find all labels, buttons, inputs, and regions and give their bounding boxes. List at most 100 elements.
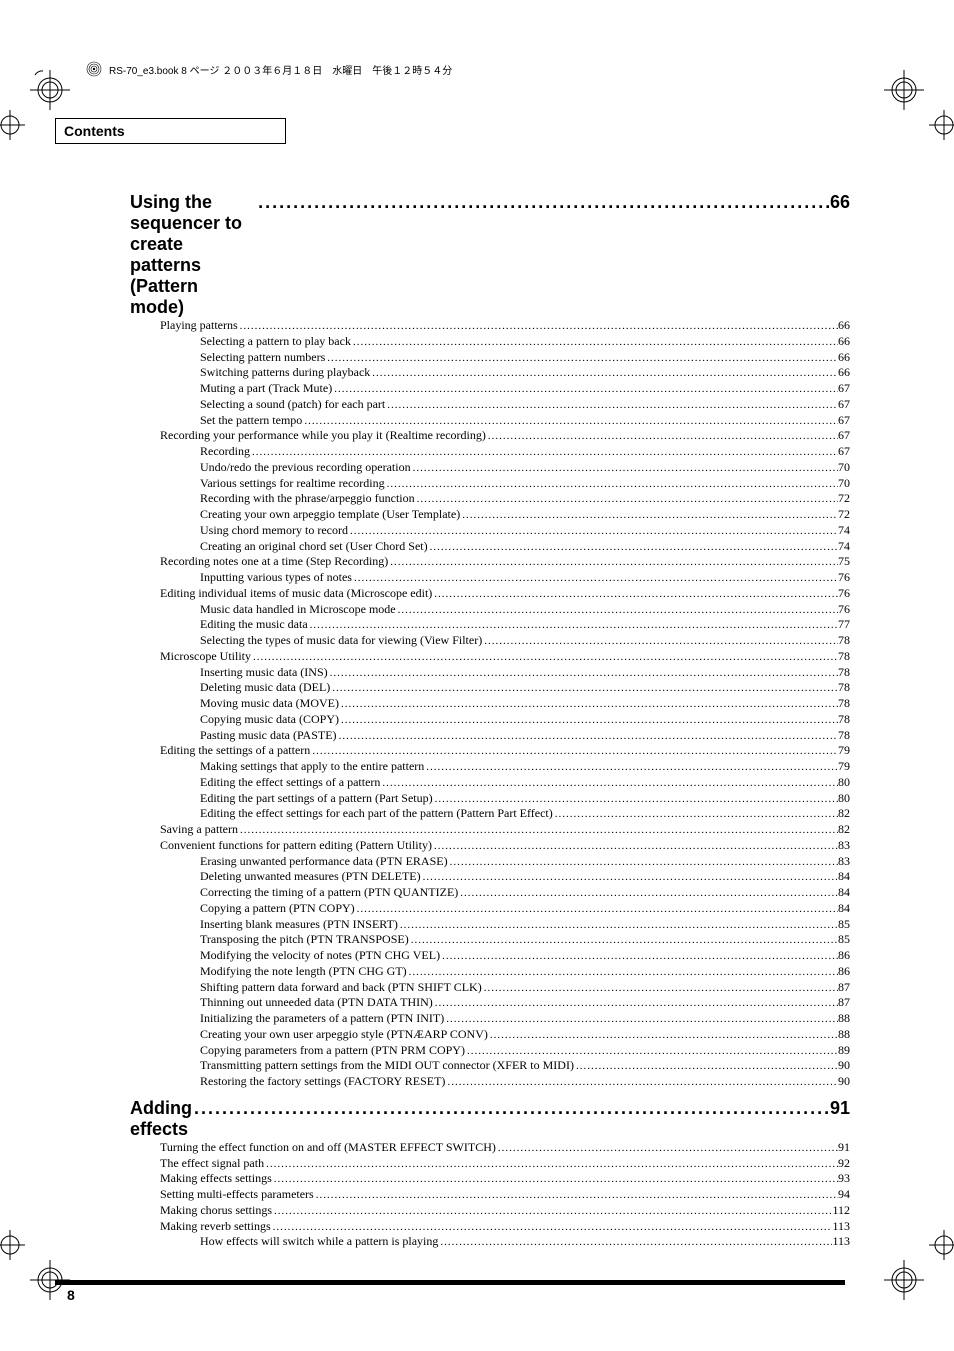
toc-entry: Switching patterns during playback......…	[130, 365, 850, 381]
toc-entry-page: 67	[838, 413, 850, 428]
toc-entry-label: Making reverb settings	[160, 1219, 271, 1234]
toc-entry-dots: ........................................…	[250, 446, 838, 460]
toc-entry-page: 78	[838, 712, 850, 727]
toc-entry-label: Selecting a sound (patch) for each part	[200, 397, 385, 412]
toc-entry: Erasing unwanted performance data (PTN E…	[130, 854, 850, 870]
toc-entry-page: 87	[838, 980, 850, 995]
toc-entry-page: 83	[838, 838, 850, 853]
toc-entry-dots: ........................................…	[411, 462, 838, 476]
section-title: Adding effects..........................…	[130, 1098, 850, 1140]
print-header-text: RS-70_e3.book 8 ページ ２００３年６月１８日 水曜日 午後１２時…	[109, 62, 452, 77]
section-title-page: 66	[830, 192, 850, 213]
toc-entry: Restoring the factory settings (FACTORY …	[130, 1074, 850, 1090]
toc-entry: How effects will switch while a pattern …	[130, 1234, 850, 1250]
toc-entry: Muting a part (Track Mute)..............…	[130, 381, 850, 397]
toc-entry: Editing the effect settings for each par…	[130, 806, 850, 822]
crop-mark-side-tl	[0, 110, 25, 145]
toc-entry: Creating an original chord set (User Cho…	[130, 539, 850, 555]
print-header: RS-70_e3.book 8 ページ ２００３年６月１８日 水曜日 午後１２時…	[85, 60, 894, 78]
toc-entry-page: 76	[838, 586, 850, 601]
toc-entry-page: 80	[838, 775, 850, 790]
toc-entry: Making settings that apply to the entire…	[130, 759, 850, 775]
toc-entry-dots: ........................................…	[433, 793, 838, 807]
toc-entry: Shifting pattern data forward and back (…	[130, 980, 850, 996]
toc-entry-page: 67	[838, 428, 850, 443]
toc-entry-label: Transmitting pattern settings from the M…	[200, 1058, 574, 1073]
toc-entry-dots: ........................................…	[351, 336, 838, 350]
toc-entry-page: 75	[838, 554, 850, 569]
toc-entry-page: 80	[838, 791, 850, 806]
toc-entry-label: Pasting music data (PASTE)	[200, 728, 337, 743]
toc-entry-label: Recording	[200, 444, 250, 459]
toc-entry-label: Creating your own user arpeggio style (P…	[200, 1027, 488, 1042]
toc-entry-label: Correcting the timing of a pattern (PTN …	[200, 885, 458, 900]
toc-entry-page: 85	[838, 932, 850, 947]
toc-entry: Transposing the pitch (PTN TRANSPOSE)...…	[130, 932, 850, 948]
toc-entry-label: Inputting various types of notes	[200, 570, 352, 585]
toc-entry: Inserting blank measures (PTN INSERT)...…	[130, 917, 850, 933]
contents-heading-text: Contents	[64, 123, 125, 139]
toc-entry: Convenient functions for pattern editing…	[130, 838, 850, 854]
section-title-page: 91	[830, 1098, 850, 1119]
toc-entry-page: 84	[838, 885, 850, 900]
toc-entry-label: Initializing the parameters of a pattern…	[200, 1011, 444, 1026]
toc-entry-page: 76	[838, 602, 850, 617]
toc-entry: Selecting a pattern to play back........…	[130, 334, 850, 350]
toc-entry-page: 78	[838, 696, 850, 711]
toc-entry-dots: ........................................…	[264, 1158, 838, 1172]
toc-entry-label: Music data handled in Microscope mode	[200, 602, 396, 617]
toc-entry-page: 66	[838, 334, 850, 349]
toc-entry: Making effects settings.................…	[130, 1171, 850, 1187]
toc-entry-dots: ........................................…	[339, 714, 838, 728]
toc-entry-dots: ........................................…	[407, 966, 838, 980]
toc-entry-label: Recording notes one at a time (Step Reco…	[160, 554, 388, 569]
toc-entry-dots: ........................................…	[482, 635, 838, 649]
toc-entry-page: 84	[838, 869, 850, 884]
toc-entry-page: 82	[838, 806, 850, 821]
toc-entry-label: Creating an original chord set (User Cho…	[200, 539, 428, 554]
toc-entry-dots: ........................................…	[448, 856, 838, 870]
toc-entry: Editing the settings of a pattern.......…	[130, 743, 850, 759]
toc-entry: Modifying the velocity of notes (PTN CHG…	[130, 948, 850, 964]
toc-entry-label: Undo/redo the previous recording operati…	[200, 460, 411, 475]
toc-entry-label: Making settings that apply to the entire…	[200, 759, 424, 774]
toc-entry: Selecting a sound (patch) for each part.…	[130, 397, 850, 413]
toc-entry: Copying parameters from a pattern (PTN P…	[130, 1043, 850, 1059]
toc-entry-page: 70	[838, 460, 850, 475]
toc-entry-page: 78	[838, 680, 850, 695]
toc-entry: Undo/redo the previous recording operati…	[130, 460, 850, 476]
toc-entry-dots: ........................................…	[553, 808, 838, 822]
crop-mark-side-br	[929, 1230, 954, 1265]
toc-entry-page: 79	[838, 759, 850, 774]
toc-entry: Setting multi-effects parameters........…	[130, 1187, 850, 1203]
toc-entry-dots: ........................................…	[352, 572, 838, 586]
toc-entry: Editing individual items of music data (…	[130, 586, 850, 602]
toc-entry-label: Thinning out unneeded data (PTN DATA THI…	[200, 995, 433, 1010]
toc-entry: Thinning out unneeded data (PTN DATA THI…	[130, 995, 850, 1011]
section-title: Using the sequencer to create patterns (…	[130, 192, 850, 318]
toc-entry: Recording your performance while you pla…	[130, 428, 850, 444]
toc-entry-dots: ........................................…	[428, 541, 838, 555]
toc-entry-label: Saving a pattern	[160, 822, 238, 837]
toc-entry-label: Inserting music data (INS)	[200, 665, 328, 680]
toc-entry-dots: ........................................…	[574, 1060, 838, 1074]
toc-entry-label: Recording your performance while you pla…	[160, 428, 486, 443]
toc-entry: Editing the effect settings of a pattern…	[130, 775, 850, 791]
toc-entry: Various settings for realtime recording.…	[130, 476, 850, 492]
toc-entry: Selecting the types of music data for vi…	[130, 633, 850, 649]
toc-entry-page: 67	[838, 397, 850, 412]
toc-entry-label: Using chord memory to record	[200, 523, 348, 538]
toc-entry-page: 82	[838, 822, 850, 837]
toc-entry-page: 112	[832, 1203, 850, 1218]
toc-entry-dots: ........................................…	[421, 871, 838, 885]
toc-entry-page: 77	[838, 617, 850, 632]
toc-entry-dots: ........................................…	[308, 619, 838, 633]
toc-entry-label: Modifying the velocity of notes (PTN CHG…	[200, 948, 440, 963]
toc-entry: Correcting the timing of a pattern (PTN …	[130, 885, 850, 901]
toc-entry-label: Editing individual items of music data (…	[160, 586, 432, 601]
toc-entry-label: Editing the effect settings of a pattern	[200, 775, 380, 790]
toc-entry-label: Convenient functions for pattern editing…	[160, 838, 432, 853]
toc-entry-dots: ........................................…	[415, 493, 838, 507]
toc-entry-dots: ........................................…	[433, 997, 838, 1011]
toc-entry: Creating your own user arpeggio style (P…	[130, 1027, 850, 1043]
